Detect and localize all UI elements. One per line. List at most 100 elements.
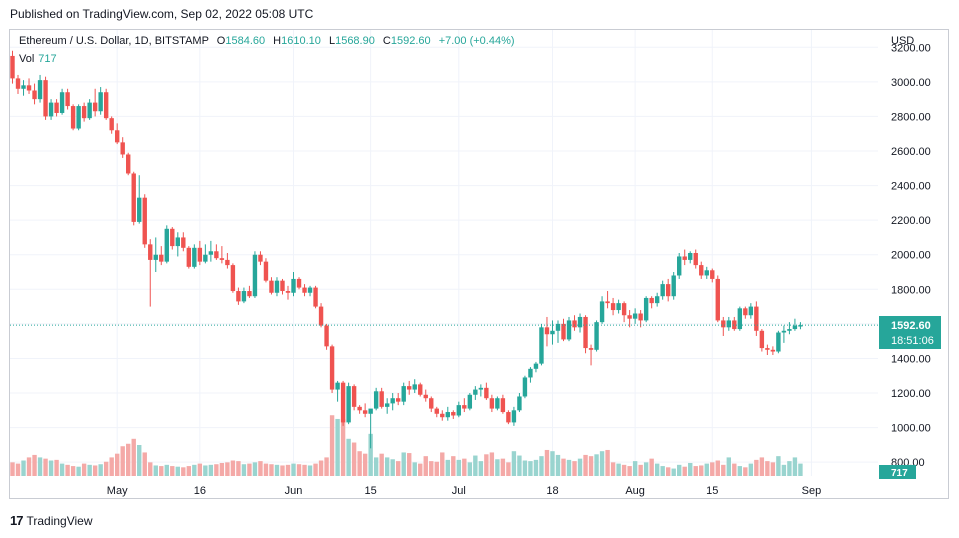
volume-bar	[583, 454, 588, 476]
volume-bar	[48, 460, 54, 476]
volume-bar	[654, 463, 660, 476]
candle-body	[335, 382, 340, 390]
candle-body	[440, 413, 445, 418]
candle-body	[362, 410, 368, 414]
volume-bar	[37, 457, 43, 476]
volume-bar	[335, 418, 340, 476]
volume-bar	[142, 452, 147, 476]
volume-bar	[511, 451, 517, 476]
volume-bar	[660, 466, 665, 476]
volume-bar	[770, 462, 776, 476]
candle-body	[208, 251, 214, 255]
volume-badge: 717	[879, 465, 916, 479]
candle-body	[15, 78, 21, 89]
y-tick-label: 2800.00	[891, 111, 931, 123]
candle-body	[643, 297, 649, 321]
volume-bar	[307, 465, 313, 476]
published-caption: Published on TradingView.com, Sep 02, 20…	[10, 7, 314, 21]
candle-body	[594, 322, 599, 350]
candle-body	[313, 287, 318, 307]
low-key: L	[328, 35, 336, 47]
volume-bar	[329, 415, 335, 476]
volume-bar	[43, 458, 48, 476]
candle-body	[230, 265, 236, 292]
symbol-label: Ethereum / U.S. Dollar, 1D, BITSTAMP	[19, 35, 209, 47]
volume-bar	[407, 453, 412, 476]
last-price-badge: 1592.60 18:51:06	[879, 316, 941, 349]
candle-body	[241, 291, 247, 302]
volume-bar	[445, 459, 450, 476]
candle-body	[159, 254, 164, 262]
candle-body	[203, 254, 208, 262]
candle-body	[384, 403, 390, 407]
candle-body	[153, 254, 158, 260]
volume-bar	[517, 455, 522, 476]
x-tick-label: 15	[365, 485, 377, 497]
volume-bar	[164, 464, 169, 476]
x-tick-label: 18	[546, 485, 558, 497]
volume-bar	[230, 460, 236, 476]
volume-bar	[473, 455, 478, 476]
candle-body	[577, 316, 583, 328]
volume-bar	[87, 464, 92, 476]
candle-body	[506, 412, 511, 423]
candle-body	[732, 320, 737, 330]
candle-body	[285, 291, 291, 293]
candle-body	[649, 297, 654, 304]
candle-body	[511, 410, 517, 423]
volume-bar	[665, 467, 671, 476]
candle-body	[296, 278, 302, 288]
tradingview-brand[interactable]: 17 TradingView	[10, 513, 93, 528]
x-tick-label: 16	[194, 485, 206, 497]
candle-body	[59, 92, 65, 113]
candle-body	[131, 173, 136, 222]
candle-body	[324, 325, 329, 347]
candle-body	[43, 80, 48, 117]
candle-body	[164, 228, 169, 262]
candle-body	[539, 327, 544, 364]
candle-body	[781, 330, 787, 333]
volume-bar	[186, 466, 192, 476]
candle-body	[401, 386, 406, 402]
candle-body	[776, 332, 781, 352]
candle-body	[423, 394, 428, 399]
candle-body	[500, 398, 506, 413]
candle-body	[70, 106, 76, 129]
candle-body	[522, 377, 528, 397]
volume-bar	[478, 461, 484, 476]
chart-frame	[9, 29, 949, 499]
volume-bar	[318, 460, 324, 476]
candle-body	[103, 92, 109, 119]
candle-body	[274, 280, 280, 293]
candle-body	[170, 228, 175, 247]
candle-body	[280, 280, 285, 292]
volume-bar	[54, 459, 59, 476]
close-value: 1592.60	[390, 35, 431, 47]
volume-bar	[726, 457, 731, 476]
volume-bar	[208, 464, 214, 476]
candle-body	[379, 391, 384, 407]
volume-bar	[495, 459, 500, 476]
candle-body	[87, 102, 92, 119]
volume-bar	[649, 458, 654, 476]
candle-body	[225, 259, 230, 266]
volume-bar	[362, 453, 368, 476]
candle-body	[37, 80, 43, 100]
volume-bar	[114, 453, 120, 476]
candle-body	[219, 258, 225, 260]
volume-bar	[10, 462, 15, 476]
volume-bar	[759, 457, 765, 476]
candle-body	[677, 256, 682, 276]
volume-bar	[131, 438, 136, 476]
x-tick-label: Sep	[802, 485, 822, 497]
volume-bar	[175, 466, 180, 476]
candle-body	[671, 275, 676, 297]
candle-body	[699, 265, 704, 276]
candle-body	[10, 55, 15, 79]
volume-bar	[743, 467, 748, 476]
y-tick-label: 1200.00	[891, 388, 931, 400]
candle-body	[693, 253, 698, 266]
volume-bar	[544, 449, 550, 476]
volume-bar	[120, 446, 125, 476]
